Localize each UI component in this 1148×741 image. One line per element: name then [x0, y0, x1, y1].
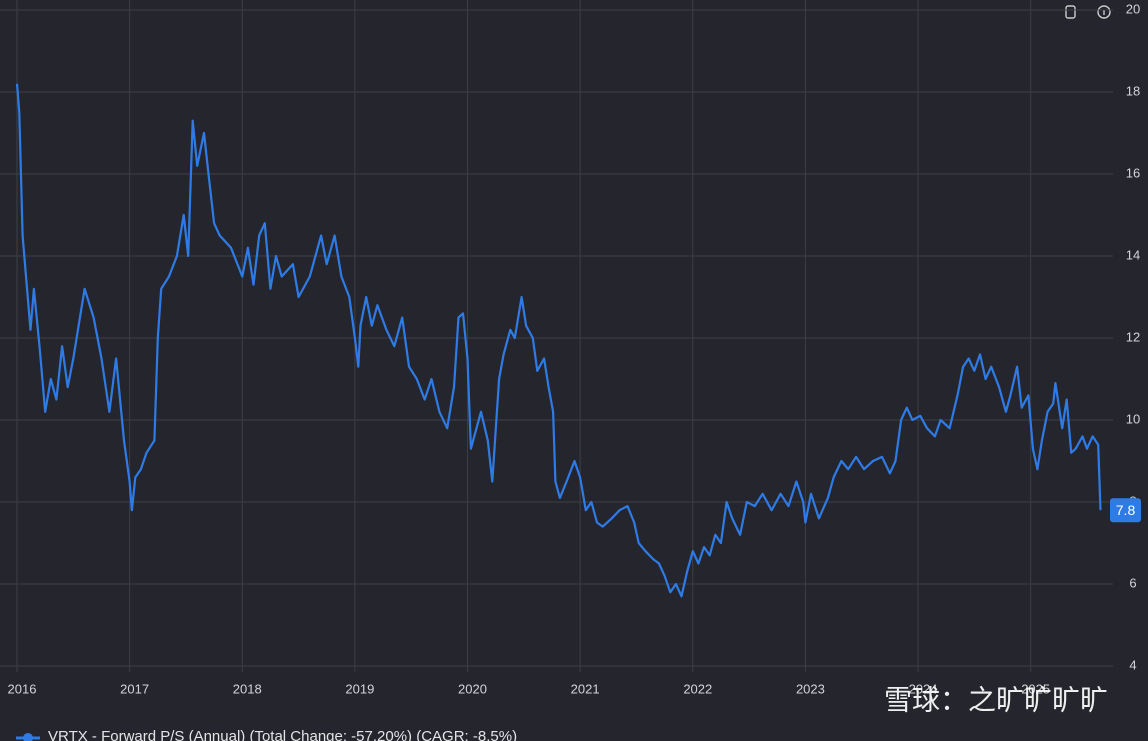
- legend-label: VRTX - Forward P/S (Annual) (Total Chang…: [48, 728, 517, 741]
- watermark: 雪球：之旷旷旷旷: [884, 684, 1108, 715]
- x-tick-label: 2023: [796, 681, 825, 696]
- legend-marker: [23, 733, 33, 741]
- x-tick-label: 2017: [120, 681, 149, 696]
- toolbar: [1065, 5, 1111, 19]
- y-tick-label: 4: [1129, 657, 1136, 672]
- end-label-box: [1110, 498, 1141, 523]
- x-tick-label: 2016: [8, 681, 37, 696]
- copy-icon[interactable]: [1065, 5, 1076, 19]
- x-tick-label: 2025: [1021, 681, 1050, 696]
- x-tick-label: 2021: [571, 681, 600, 696]
- y-tick-label: 10: [1126, 411, 1140, 426]
- y-tick-label: 6: [1129, 575, 1136, 590]
- x-tick-label: 2022: [683, 681, 712, 696]
- y-tick-label: 12: [1126, 329, 1140, 344]
- y-tick-label: 18: [1126, 83, 1140, 98]
- y-tick-label: 20: [1126, 1, 1140, 16]
- end-label: 7.8: [1116, 502, 1136, 518]
- info-icon[interactable]: [1097, 5, 1111, 19]
- x-tick-label: 2018: [233, 681, 262, 696]
- x-tick-label: 2024: [909, 681, 938, 696]
- x-tick-label: 2020: [458, 681, 487, 696]
- data-line: [15, 83, 1102, 598]
- x-tick-label: 2019: [345, 681, 374, 696]
- y-tick-label: 14: [1126, 247, 1140, 262]
- y-tick-label: 16: [1126, 165, 1140, 180]
